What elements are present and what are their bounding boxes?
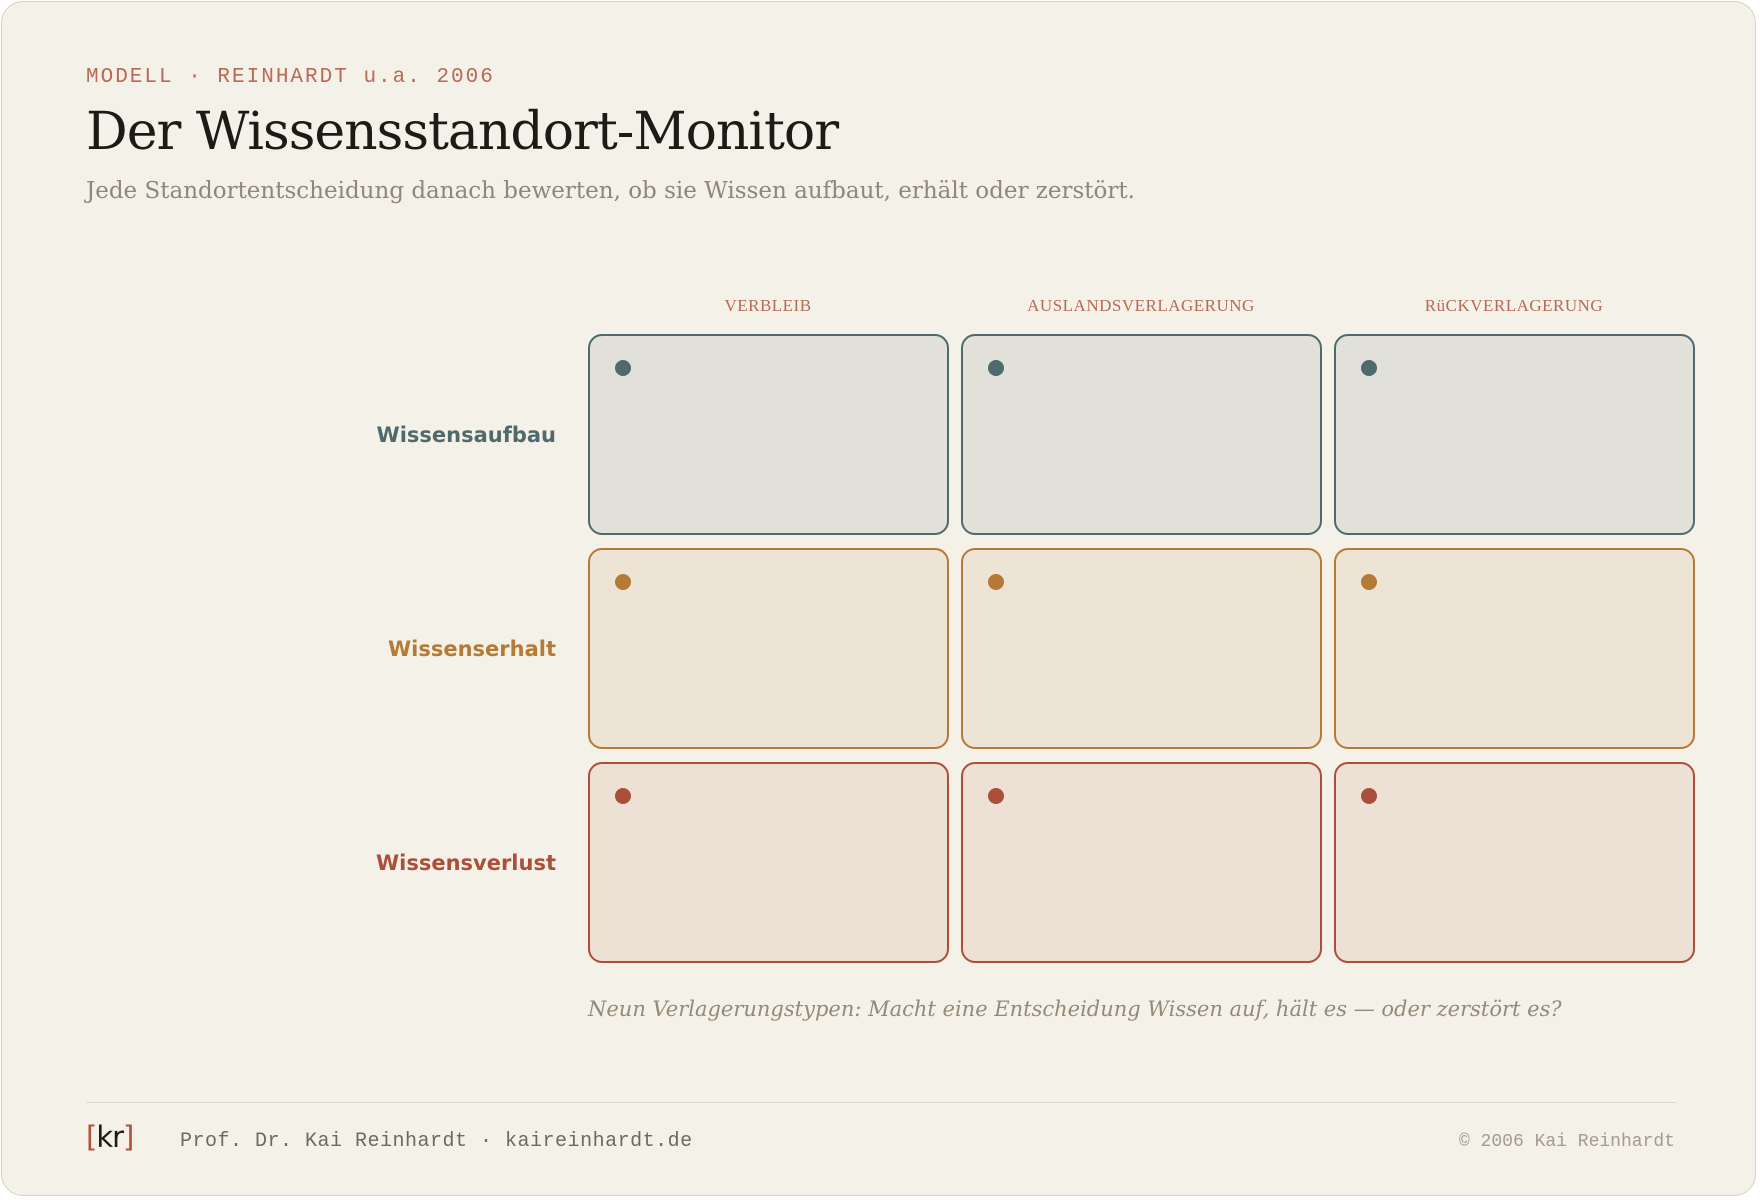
footer-divider	[86, 1102, 1676, 1103]
logo-bracket-close: ]	[123, 1120, 134, 1154]
marker-dot	[1361, 788, 1377, 804]
footer-author: Prof. Dr. Kai Reinhardt · kaireinhardt.d…	[180, 1130, 693, 1153]
row-label-wissensverlust: Wissensverlust	[375, 851, 556, 875]
matrix-cell-verlust-rueck	[1334, 762, 1695, 963]
marker-dot	[1361, 574, 1377, 590]
marker-dot	[988, 360, 1004, 376]
page-title: Der Wissensstandort-Monitor	[86, 102, 839, 162]
column-header-auslandsverlagerung: AUSLANDSVERLAGERUNG	[1027, 296, 1255, 315]
marker-dot	[615, 574, 631, 590]
matrix-caption: Neun Verlagerungstypen: Macht eine Entsc…	[588, 997, 1562, 1021]
matrix-cell-erhalt-rueck	[1334, 548, 1695, 749]
logo-bracket-open: [	[86, 1120, 97, 1154]
matrix-cell-verlust-ausland	[961, 762, 1322, 963]
matrix-cell-aufbau-ausland	[961, 334, 1322, 535]
footer-copyright: © 2006 Kai Reinhardt	[1458, 1132, 1675, 1152]
marker-dot	[988, 788, 1004, 804]
matrix-cell-aufbau-rueck	[1334, 334, 1695, 535]
marker-dot	[615, 360, 631, 376]
row-label-wissenserhalt: Wissenserhalt	[387, 637, 556, 661]
logo-text: kr	[96, 1120, 124, 1154]
column-header-verbleib: VERBLEIB	[724, 296, 812, 315]
matrix-cell-erhalt-ausland	[961, 548, 1322, 749]
page-subtitle: Jede Standortentscheidung danach bewerte…	[86, 178, 1135, 204]
column-header-rueckverlagerung: RüCKVERLAGERUNG	[1424, 296, 1604, 315]
marker-dot	[988, 574, 1004, 590]
matrix-cell-verlust-verbleib	[588, 762, 949, 963]
row-label-wissensaufbau: Wissensaufbau	[376, 423, 556, 447]
marker-dot	[615, 788, 631, 804]
matrix-cell-aufbau-verbleib	[588, 334, 949, 535]
matrix-cell-erhalt-verbleib	[588, 548, 949, 749]
logo: [kr]	[86, 1120, 134, 1154]
marker-dot	[1361, 360, 1377, 376]
eyebrow-label: MODELL · REINHARDT u.a. 2006	[86, 66, 495, 89]
